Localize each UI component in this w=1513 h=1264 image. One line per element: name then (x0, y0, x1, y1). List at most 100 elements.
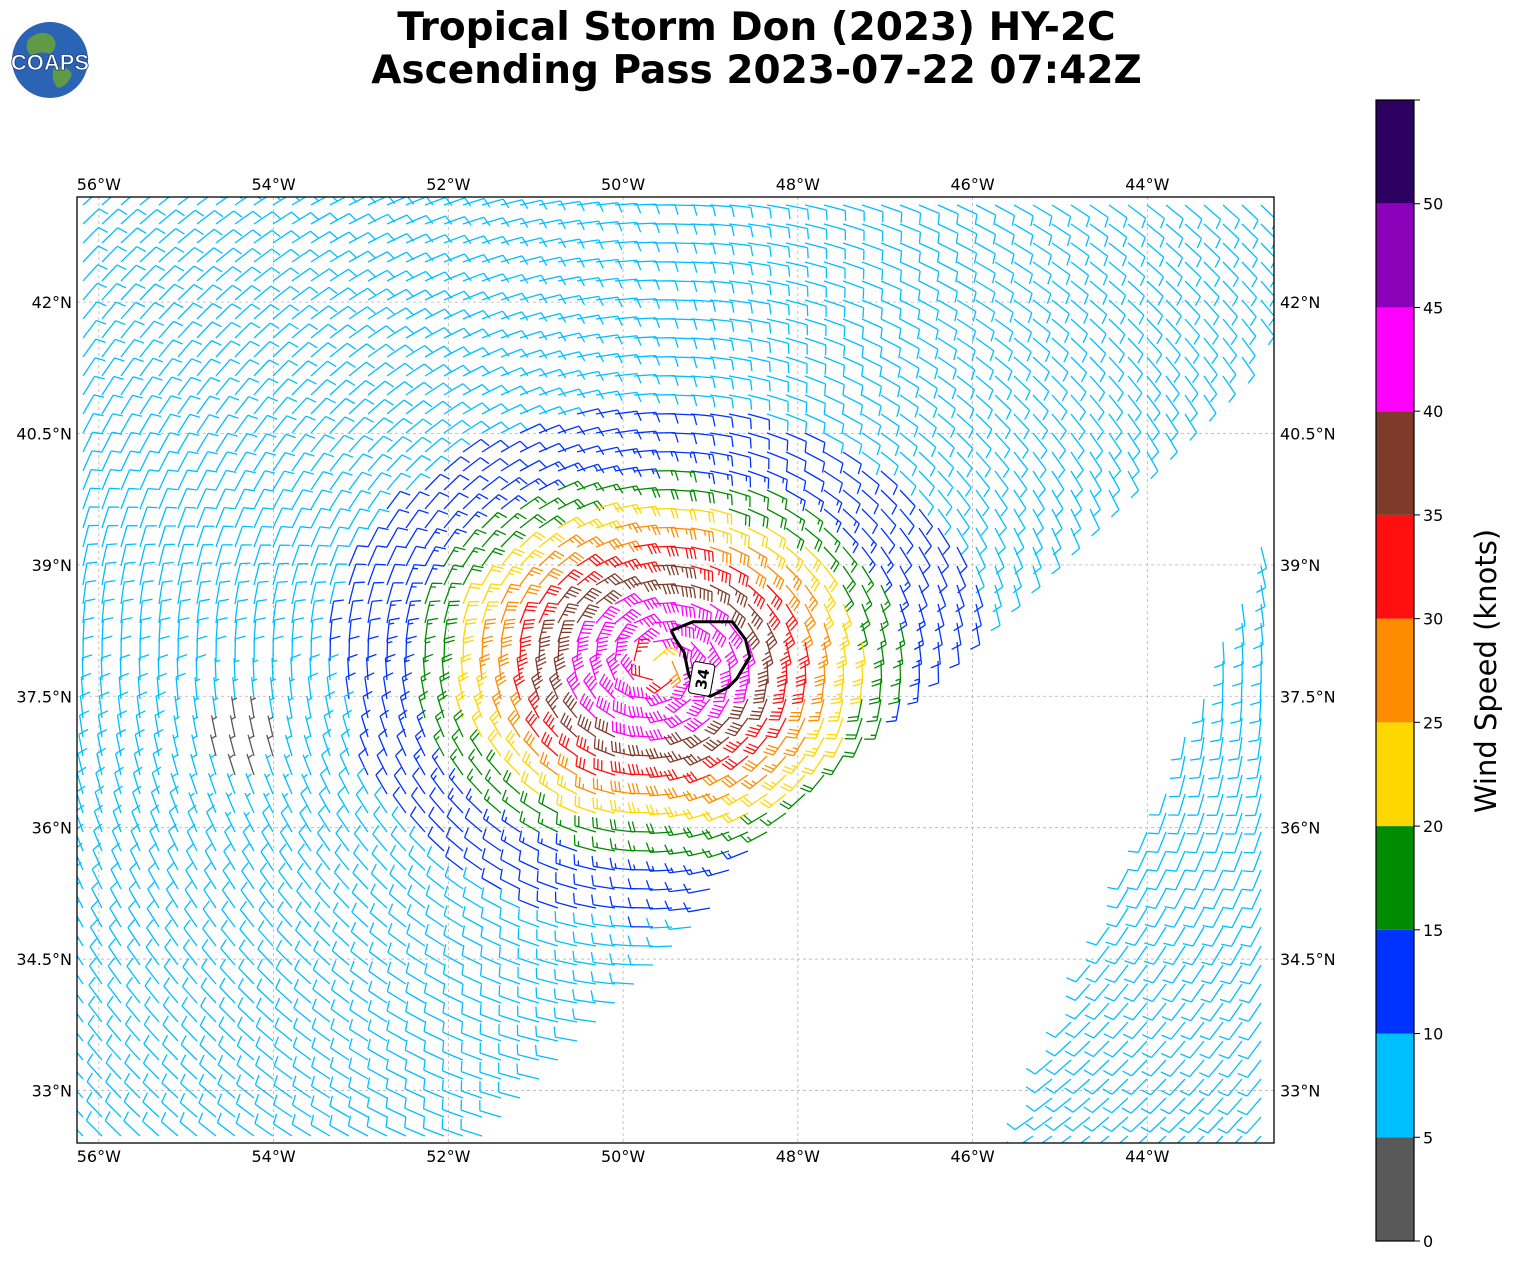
wind-barb (319, 766, 331, 795)
wind-barb (101, 413, 123, 434)
wind-barb (728, 470, 752, 488)
wind-barb (823, 261, 846, 279)
wind-barb (1236, 1116, 1262, 1135)
wind-barb (614, 410, 642, 421)
wind-barb (253, 598, 268, 624)
wind-barb (595, 621, 616, 643)
wind-barb (269, 677, 277, 700)
wind-barb (120, 301, 146, 320)
wind-barb (553, 1007, 578, 1023)
wind-barb (1203, 223, 1221, 249)
wind-barb (752, 679, 768, 704)
wind-barb (431, 748, 445, 776)
wind-barb (486, 749, 502, 776)
wind-barb (937, 280, 959, 302)
wind-barb (591, 855, 616, 871)
wind-barb (630, 663, 654, 681)
wind-barb (123, 1111, 141, 1137)
wind-barb (519, 496, 547, 510)
wind-barb (181, 996, 198, 1023)
wind-barb (861, 565, 875, 593)
wind-barb (424, 509, 449, 529)
wind-barb (481, 235, 510, 246)
wind-barb (804, 565, 820, 592)
wind-barb (1070, 261, 1090, 286)
wind-barb (633, 627, 661, 643)
wind-barb (728, 204, 754, 218)
wind-barb (82, 487, 101, 510)
wind-barb (183, 919, 198, 947)
wind-barb (741, 755, 768, 772)
wind-barb (1203, 356, 1218, 384)
wind-barb (198, 1073, 217, 1099)
wind-barb (1161, 1002, 1186, 1022)
wind-barb (994, 356, 1013, 381)
wind-barb (738, 660, 751, 688)
wind-barb (918, 261, 940, 282)
wind-barb (261, 823, 274, 852)
wind-barb (215, 506, 235, 529)
wind-barb (1249, 698, 1262, 724)
wind-barb (462, 546, 486, 567)
wind-barb (776, 660, 788, 688)
wind-barb (367, 343, 395, 358)
wind-barb (161, 1054, 179, 1080)
wind-barb (1142, 983, 1167, 1003)
wind-barb (899, 356, 920, 379)
wind-barb (614, 372, 642, 384)
wind-barb (516, 1024, 540, 1042)
wind-barb (823, 584, 837, 612)
wind-barb (442, 1041, 464, 1061)
wind-barb (724, 641, 739, 670)
wind-barb (576, 463, 605, 474)
wind-barb (1179, 1078, 1205, 1096)
wind-barb (348, 380, 375, 396)
wind-barb (177, 469, 198, 491)
wind-barb (1241, 299, 1257, 326)
wind-barb (956, 299, 977, 322)
wind-barb (1089, 470, 1102, 499)
wind-barb (745, 622, 760, 651)
wind-barb (499, 868, 521, 890)
lon-tick-label-top: 50°W (601, 175, 645, 194)
wind-barb (1121, 1078, 1148, 1096)
wind-barb (557, 313, 586, 324)
wind-barb (541, 731, 559, 757)
wind-barb (158, 525, 176, 548)
wind-barb (291, 599, 306, 624)
wind-barb (158, 265, 185, 282)
wind-barb (296, 882, 312, 909)
wind-barb (149, 804, 160, 833)
wind-barb (142, 1092, 160, 1118)
wind-barb (424, 345, 453, 358)
wind-barb (234, 322, 261, 339)
lon-tick-label-bottom: 44°W (1125, 1147, 1169, 1166)
wind-barb (351, 883, 369, 909)
wind-barb (125, 976, 141, 1004)
wind-barb (1163, 926, 1186, 947)
wind-barb (1084, 1002, 1110, 1020)
wind-barb (253, 377, 279, 396)
wind-barb (1203, 318, 1219, 345)
wind-barb (1032, 299, 1052, 324)
wind-barb (145, 938, 160, 966)
wind-barb (644, 710, 673, 724)
wind-barb (690, 394, 716, 408)
wind-barb (366, 1096, 388, 1118)
wind-barb (134, 728, 145, 757)
wind-barb (911, 641, 923, 669)
wind-barb (918, 451, 936, 477)
colorbar-tick-label: 0 (1423, 1232, 1433, 1251)
wind-barb (747, 299, 772, 315)
wind-barb (153, 728, 164, 757)
wind-barb (218, 996, 236, 1023)
wind-barb (355, 786, 369, 814)
wind-barb (101, 245, 127, 263)
wind-barb (576, 201, 604, 212)
wind-barb (670, 679, 692, 700)
wind-barb (1226, 774, 1243, 798)
wind-barb (645, 804, 673, 816)
wind-barb (1141, 1021, 1167, 1040)
wind-barb (823, 603, 834, 632)
wind-barb (443, 438, 471, 453)
